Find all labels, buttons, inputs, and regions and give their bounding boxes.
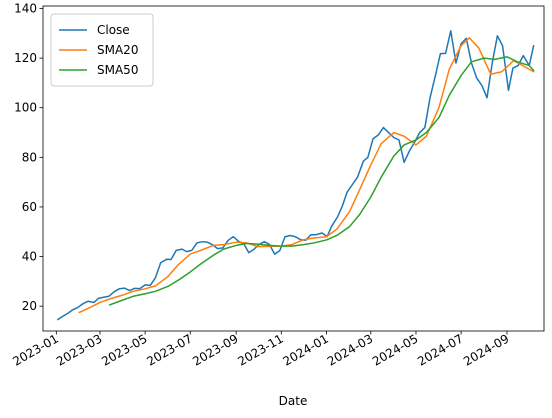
legend-box [50, 13, 154, 87]
y-tick-label: 20 [22, 299, 37, 313]
legend-label-sma20: SMA20 [97, 43, 138, 57]
y-tick-label: 80 [22, 150, 37, 164]
series-line-sma20 [78, 37, 535, 314]
plot-frame [42, 5, 545, 332]
y-tick-label: 60 [22, 200, 37, 214]
series-line-close [57, 30, 535, 321]
legend-label-sma50: SMA50 [97, 63, 138, 77]
legend: Close SMA20 SMA50 [50, 13, 154, 87]
legend-label-close: Close [97, 23, 130, 37]
x-axis-title: Date [279, 394, 308, 408]
y-tick-label: 40 [22, 250, 37, 264]
plot-lines [57, 30, 535, 321]
y-tick-label: 140 [14, 1, 37, 15]
y-axis: 20 40 60 80 100 120 140 [14, 1, 43, 313]
y-tick-label: 100 [14, 101, 37, 115]
series-line-sma50 [108, 56, 535, 306]
y-tick-label: 120 [14, 51, 37, 65]
